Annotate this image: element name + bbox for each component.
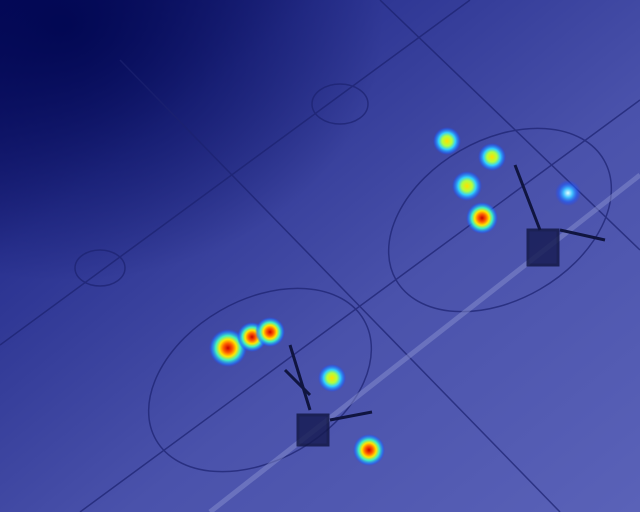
heat-spot — [353, 434, 385, 466]
heat-spot — [255, 317, 285, 347]
heat-spot — [555, 180, 581, 206]
heat-spot — [452, 171, 482, 201]
hoops — [283, 164, 606, 447]
heat-spot — [318, 364, 346, 392]
heat-spot — [433, 127, 461, 155]
heat-spots — [209, 127, 581, 466]
heat-spot — [478, 143, 506, 171]
heat-spot — [466, 202, 498, 234]
